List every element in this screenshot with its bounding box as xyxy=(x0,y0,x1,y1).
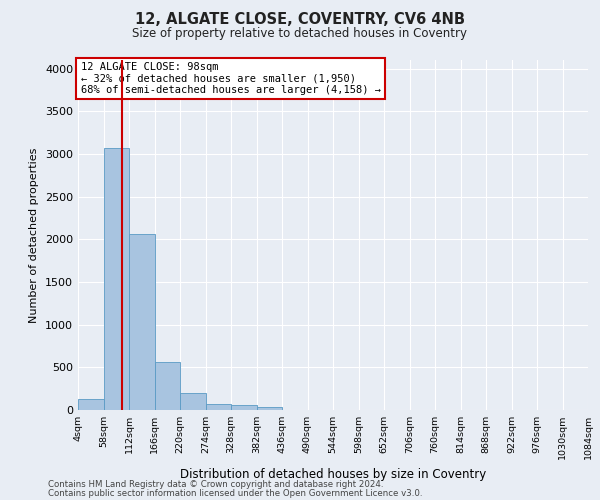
Bar xyxy=(129,234,155,410)
X-axis label: Distribution of detached houses by size in Coventry: Distribution of detached houses by size … xyxy=(180,468,486,480)
Bar xyxy=(180,394,205,410)
Text: Contains public sector information licensed under the Open Government Licence v3: Contains public sector information licen… xyxy=(48,488,422,498)
Bar xyxy=(104,148,129,410)
Text: Size of property relative to detached houses in Coventry: Size of property relative to detached ho… xyxy=(133,28,467,40)
Bar xyxy=(155,362,180,410)
Y-axis label: Number of detached properties: Number of detached properties xyxy=(29,148,40,322)
Bar xyxy=(78,399,104,410)
Text: 12, ALGATE CLOSE, COVENTRY, CV6 4NB: 12, ALGATE CLOSE, COVENTRY, CV6 4NB xyxy=(135,12,465,28)
Bar xyxy=(231,406,257,410)
Text: 12 ALGATE CLOSE: 98sqm
← 32% of detached houses are smaller (1,950)
68% of semi-: 12 ALGATE CLOSE: 98sqm ← 32% of detached… xyxy=(80,62,380,95)
Bar xyxy=(257,408,282,410)
Bar xyxy=(206,404,231,410)
Text: Contains HM Land Registry data © Crown copyright and database right 2024.: Contains HM Land Registry data © Crown c… xyxy=(48,480,383,489)
